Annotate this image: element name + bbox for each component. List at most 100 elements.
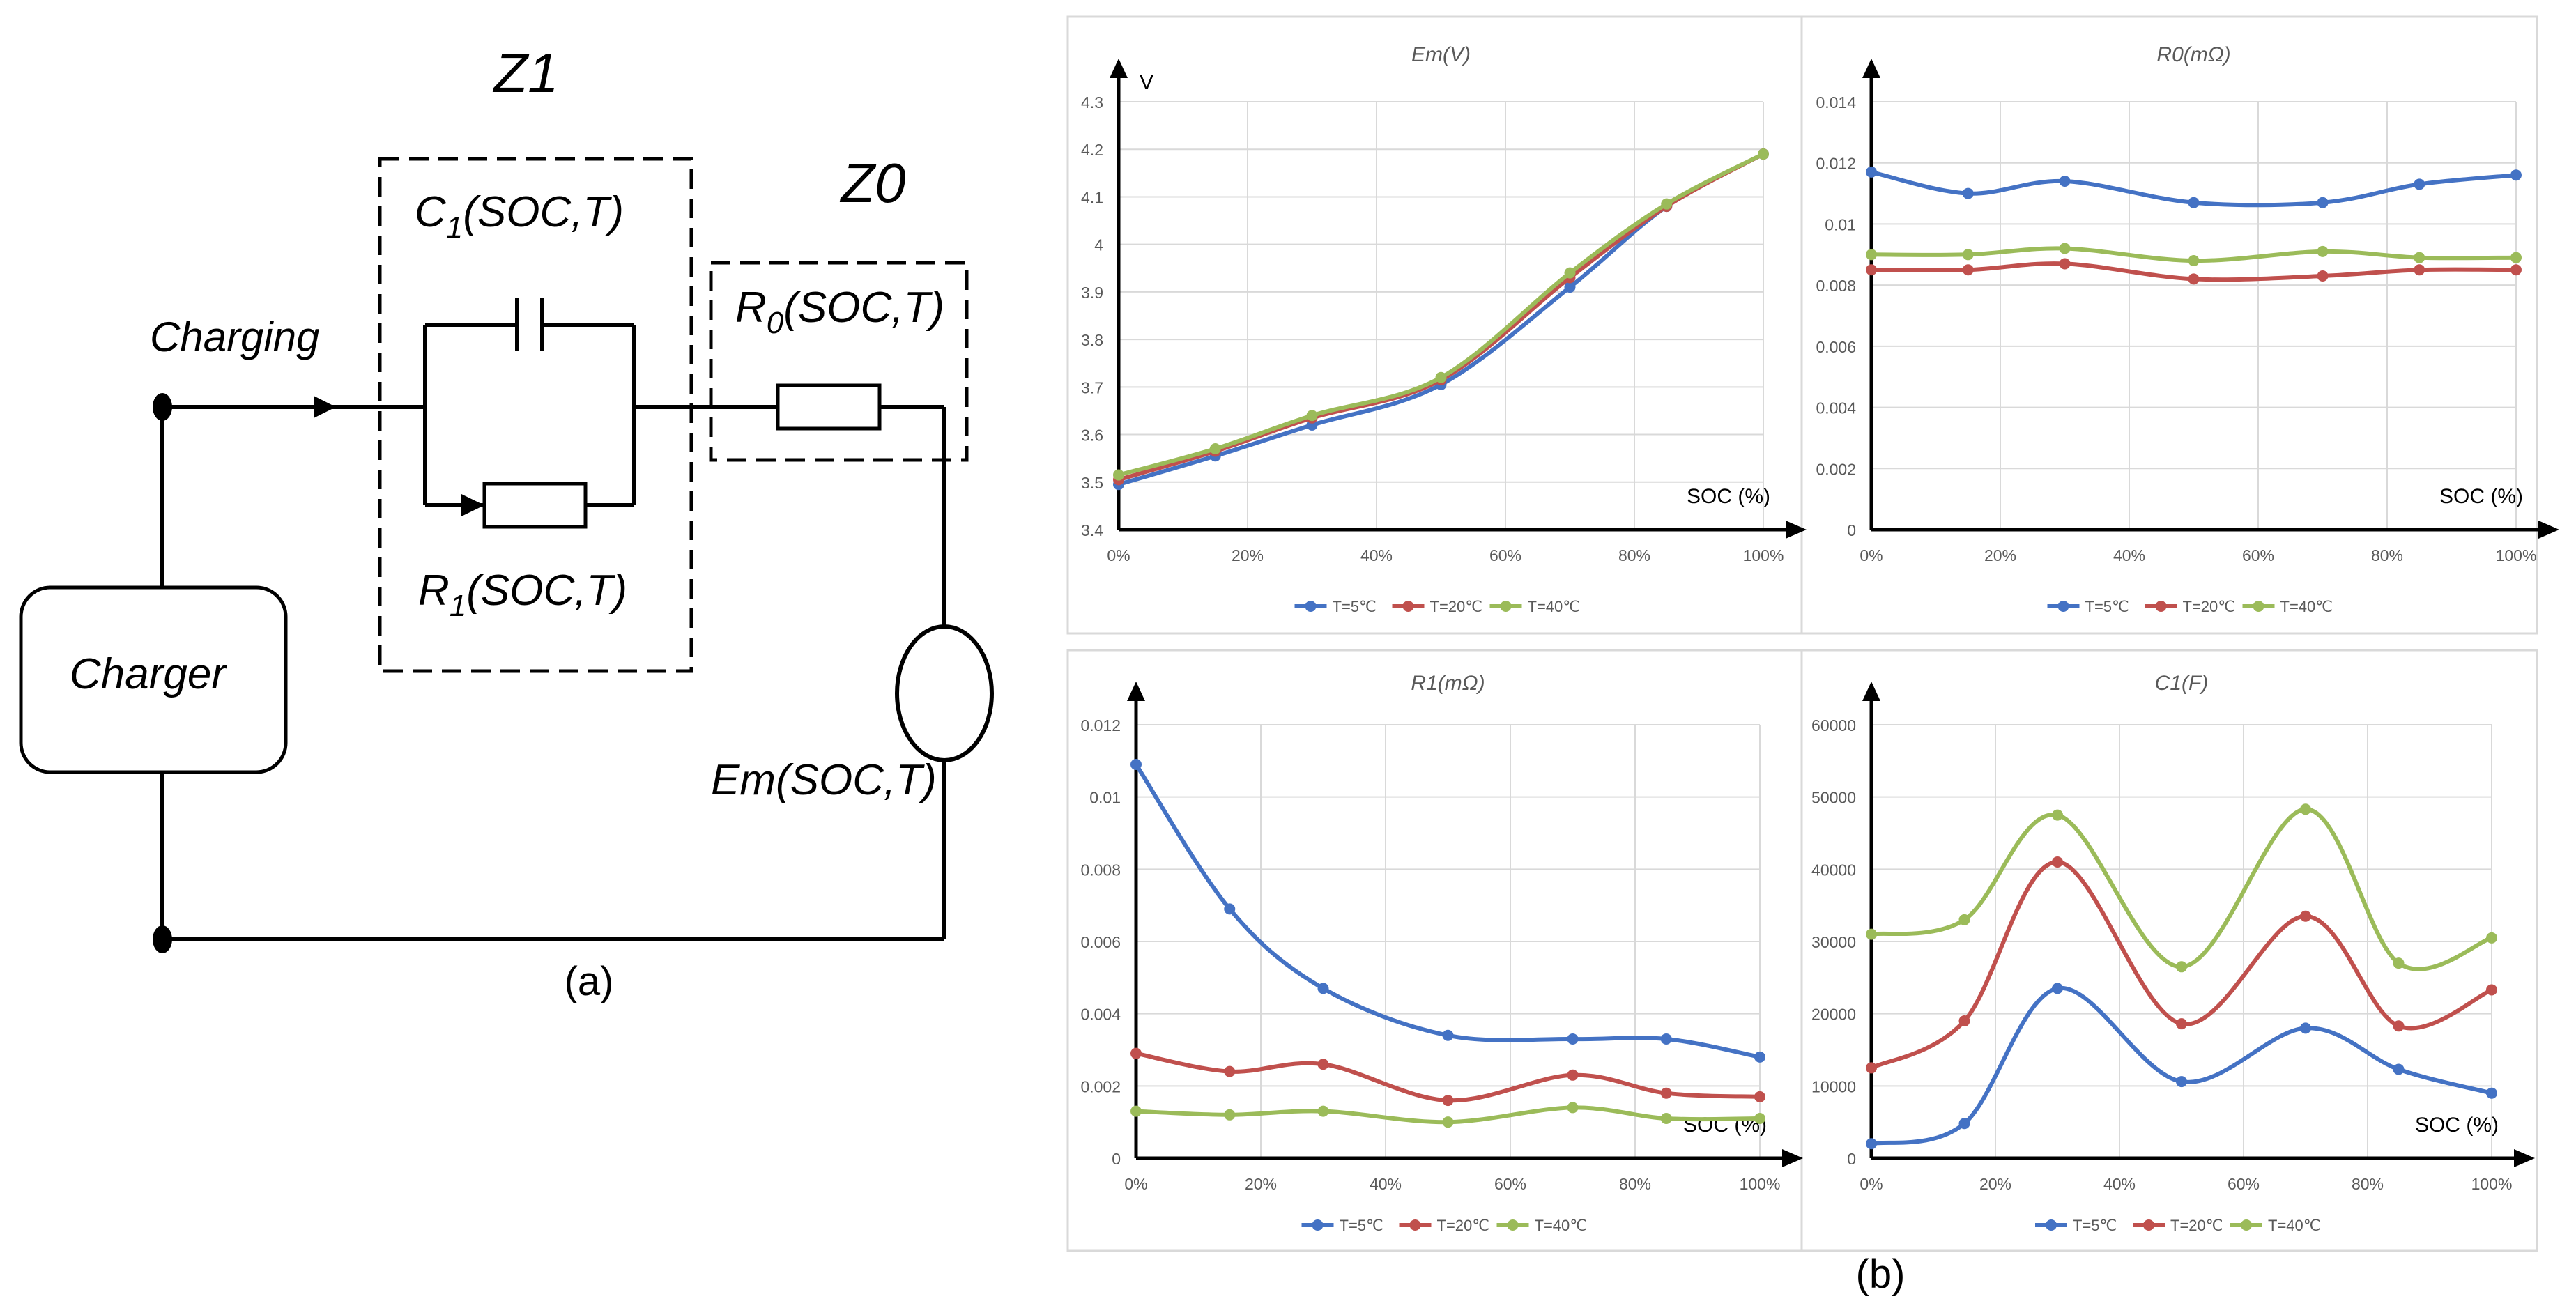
data-point [1224,1065,1236,1077]
data-point [1958,1118,1970,1130]
x-tick-label: 40% [1360,546,1393,564]
charging-label: Charging [150,314,320,360]
y-tick-label: 4.1 [1081,188,1103,206]
x-tick-label: 40% [2113,546,2145,564]
x-axis-label: SOC (%) [2439,485,2523,508]
data-point [1442,1095,1454,1107]
data-point [1758,148,1769,160]
data-point [1442,1029,1454,1041]
y-tick-label: 0 [1847,1150,1856,1168]
data-point [1567,1033,1579,1045]
data-point [2300,1022,2311,1034]
x-tick-label: 80% [2371,546,2403,564]
y-tick-label: 0.008 [1816,277,1856,295]
x-axis-arrow [1786,521,1807,539]
current-arrow [314,396,336,418]
legend-marker [2241,1219,2252,1231]
x-tick-label: 60% [2228,1175,2260,1193]
legend-label: T=40℃ [1535,1217,1587,1234]
data-point [1962,187,1974,199]
x-axis-label: SOC (%) [2415,1114,2499,1137]
data-point [2300,803,2311,815]
data-point [1866,1062,1877,1074]
data-point [2317,245,2329,257]
y-tick-label: 0.008 [1080,861,1121,879]
legend-label: T=5℃ [1333,598,1377,615]
legend-marker [1312,1219,1324,1231]
legend-label: T=5℃ [1340,1217,1383,1234]
data-point [2052,983,2063,994]
y-tick-label: 3.5 [1081,474,1103,492]
y-tick-label: 0 [1112,1150,1121,1168]
x-tick-label: 20% [1245,1175,1277,1193]
data-point [2393,957,2405,969]
data-point [1317,1059,1329,1070]
r1-label: R1(SOC,T) [418,567,627,623]
data-point [1661,198,1673,210]
legend-label: T=20℃ [1430,598,1482,615]
y-axis-label: V [1140,71,1153,94]
chart-r0: R0(mΩ) 0 0.002 0.004 0.006 0.008 0.01 0.012 0.01… [1816,43,2559,615]
y-tick-label: 3.4 [1081,521,1103,539]
data-point [2414,252,2425,263]
c1-label-sub: 1 [446,210,463,245]
data-point [2414,178,2425,190]
data-point [1442,1116,1454,1128]
data-point [2393,1020,2405,1032]
x-tick-label: 0% [1124,1175,1147,1193]
z1-box [378,157,693,673]
data-point [2510,169,2522,181]
y-tick-label: 50000 [1811,789,1856,807]
chart-frame-em [1066,15,1803,635]
y-axis-arrow [1862,59,1880,78]
x-axis-label: SOC (%) [1687,485,1770,508]
chart-c1: C1(F) 0 10000 20000 30000 40000 50000 60000 0% 20… [1811,672,2535,1234]
c1-label-main: C [415,188,447,236]
legend-label: T=5℃ [2085,598,2129,615]
y-tick-label: 0.004 [1816,399,1856,417]
r1-label-args: (SOC,T) [466,567,627,615]
variable-resistor-arrow [461,494,484,516]
data-point [2052,856,2063,868]
x-tick-label: 0% [1107,546,1130,564]
circuit-diagram: Z1 Z0 C1(SOC,T) R1(SOC,T) R0(SOC,T) Char… [19,42,994,1004]
chart-title: R0(mΩ) [2156,43,2230,66]
data-point [1317,1105,1329,1117]
data-point [1564,267,1576,279]
data-point [1958,914,1970,925]
data-point [1866,928,1877,940]
r1-label-main: R [418,567,450,615]
y-tick-label: 3.6 [1081,426,1103,445]
data-point [1660,1033,1672,1045]
y-tick-label: 0.012 [1816,155,1856,173]
y-tick-label: 0.002 [1816,460,1856,478]
y-tick-label: 0.014 [1816,93,1856,111]
resistor-r0 [776,383,882,431]
chart-title: Em(V) [1411,43,1471,66]
legend-label: T=5℃ [2073,1217,2117,1234]
data-point [1866,249,1877,261]
legend-marker [1305,601,1317,612]
legend-label: T=40℃ [1528,598,1580,615]
resistor-r1 [482,482,588,529]
y-tick-label: 20000 [1811,1006,1856,1024]
y-axis-arrow [1110,59,1128,78]
data-point [2300,910,2311,922]
x-tick-label: 40% [1370,1175,1402,1193]
c1-label-args: (SOC,T) [463,188,624,236]
data-point [1866,264,1877,276]
legend-label: T=20℃ [2170,1217,2223,1234]
data-point [1962,264,1974,276]
x-tick-label: 80% [1619,1175,1651,1193]
x-tick-label: 80% [1618,546,1650,564]
data-point [2486,932,2497,944]
x-tick-label: 100% [1740,1175,1781,1193]
terminal-bottom [153,925,172,953]
data-point [1130,1047,1142,1059]
y-tick-label: 4.2 [1081,141,1103,159]
x-tick-label: 60% [1489,546,1521,564]
x-axis-arrow [2514,1149,2535,1167]
data-point [2176,1018,2187,1030]
x-tick-label: 100% [2471,1175,2513,1193]
data-point [1567,1102,1579,1114]
